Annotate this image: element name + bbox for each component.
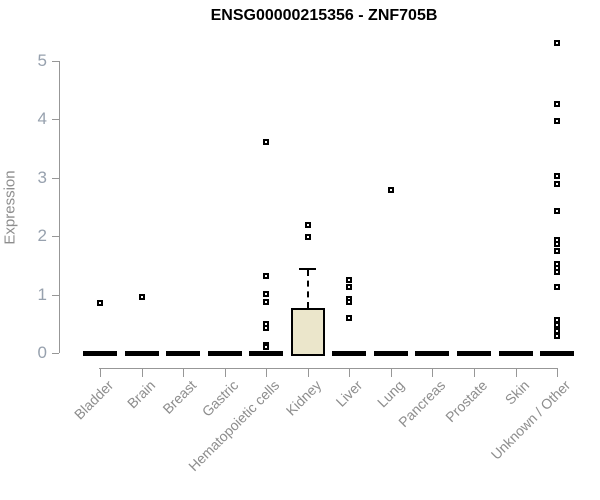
x-tick: [516, 369, 517, 377]
y-tick-label: 1: [37, 285, 47, 304]
outlier-point: [346, 299, 352, 305]
x-tick: [225, 369, 226, 377]
y-tick: [52, 353, 59, 354]
outlier-point: [554, 118, 560, 124]
outlier-point: [305, 234, 311, 240]
outlier-point: [305, 222, 311, 228]
x-tick: [308, 369, 309, 377]
x-tick: [349, 369, 350, 377]
outlier-point: [554, 284, 560, 290]
outlier-point: [263, 299, 269, 305]
median-bar: [499, 351, 533, 356]
y-tick: [52, 236, 59, 237]
outlier-point: [388, 187, 394, 193]
outlier-point: [346, 315, 352, 321]
y-tick-label: 5: [37, 51, 47, 70]
outlier-point: [554, 333, 560, 339]
outlier-point: [554, 241, 560, 247]
median-bar: [415, 351, 449, 356]
outlier-point: [554, 181, 560, 187]
outlier-point: [554, 322, 560, 328]
outlier-point: [263, 291, 269, 297]
y-tick: [52, 61, 59, 62]
y-tick: [52, 119, 59, 120]
outlier-point: [554, 173, 560, 179]
outlier-point: [554, 208, 560, 214]
median-bar: [457, 351, 491, 356]
outlier-point: [554, 101, 560, 107]
x-tick: [266, 369, 267, 377]
y-tick-label: 0: [37, 343, 47, 362]
outlier-point: [263, 344, 269, 350]
x-tick: [474, 369, 475, 377]
outlier-point: [346, 284, 352, 290]
chart-title: ENSG00000215356 - ZNF705B: [210, 7, 438, 24]
x-tick: [142, 369, 143, 377]
y-tick-label: 2: [37, 226, 47, 245]
outlier-point: [554, 40, 560, 46]
median-bar: [125, 351, 159, 356]
outlier-point: [263, 273, 269, 279]
median-bar: [540, 351, 574, 356]
outlier-point: [554, 269, 560, 275]
outlier-point: [263, 325, 269, 331]
y-tick: [52, 178, 59, 179]
whisker-cap: [299, 268, 316, 271]
upper-whisker: [307, 270, 309, 309]
x-tick: [391, 369, 392, 377]
y-tick-label: 3: [37, 168, 47, 187]
outlier-point: [346, 277, 352, 283]
y-axis-line: [59, 61, 60, 353]
x-tick: [432, 369, 433, 377]
median-bar: [83, 351, 117, 356]
outlier-point: [263, 139, 269, 145]
outlier-point: [139, 294, 145, 300]
median-bar: [332, 351, 366, 356]
median-bar: [249, 351, 283, 356]
x-tick: [100, 369, 101, 377]
x-tick: [557, 369, 558, 377]
outlier-point: [97, 300, 103, 306]
median-bar: [166, 351, 200, 356]
iqr-box: [291, 308, 325, 356]
y-tick-label: 4: [37, 109, 47, 128]
median-bar: [208, 351, 242, 356]
x-axis-line: [99, 368, 559, 369]
outlier-point: [554, 248, 560, 254]
y-tick: [52, 295, 59, 296]
x-tick: [183, 369, 184, 377]
median-bar: [374, 351, 408, 356]
